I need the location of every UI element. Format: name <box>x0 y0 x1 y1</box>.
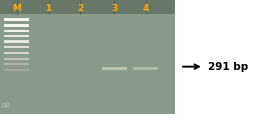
Bar <box>4 40 29 43</box>
Text: 1: 1 <box>45 4 52 13</box>
Bar <box>134 67 158 70</box>
Text: 291 bp: 291 bp <box>208 62 248 72</box>
Text: M: M <box>12 4 21 13</box>
Text: 3: 3 <box>111 4 118 13</box>
Text: 4: 4 <box>143 4 149 13</box>
Bar <box>4 35 29 37</box>
Bar <box>4 52 29 54</box>
Bar <box>4 46 29 48</box>
Text: 2: 2 <box>77 4 83 13</box>
Bar <box>0 0 175 114</box>
Bar <box>4 18 29 21</box>
Bar <box>4 24 29 27</box>
Bar <box>4 58 29 60</box>
Bar <box>4 30 29 32</box>
Bar <box>102 67 127 70</box>
Text: pp: pp <box>1 102 10 108</box>
Bar <box>4 69 29 71</box>
Bar <box>0 0 175 14</box>
Bar <box>4 63 29 65</box>
